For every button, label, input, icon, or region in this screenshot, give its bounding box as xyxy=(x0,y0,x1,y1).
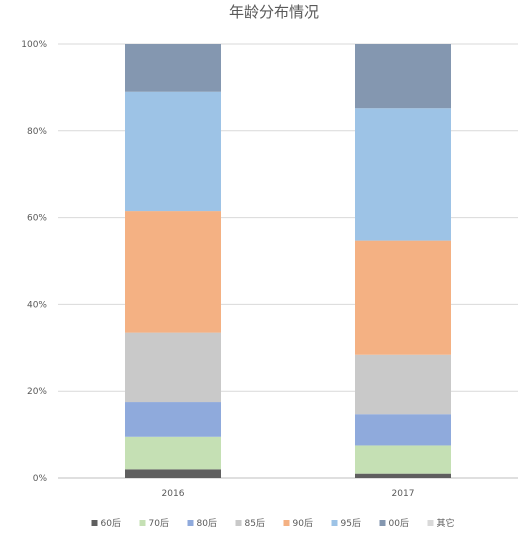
bar-segment xyxy=(125,436,221,470)
legend-label: 70后 xyxy=(149,518,169,529)
legend-swatch xyxy=(379,520,386,526)
y-axis-ticks: 0% 20% 40% 60% 80% 100% xyxy=(21,40,47,484)
bar-segment xyxy=(355,414,451,446)
y-tick-label: 80% xyxy=(27,127,47,137)
legend-label: 其它 xyxy=(437,517,455,529)
legend-label: 60后 xyxy=(101,518,121,529)
legend-label: 95后 xyxy=(341,518,361,529)
legend-swatch xyxy=(427,520,434,526)
legend-item: 85后 xyxy=(235,518,265,529)
y-tick-label: 20% xyxy=(27,387,47,397)
y-tick-label: 60% xyxy=(27,214,47,224)
x-axis-ticks: 2016 2017 xyxy=(162,489,415,499)
legend-swatch xyxy=(235,520,242,526)
legend-label: 00后 xyxy=(389,518,409,529)
legend-label: 85后 xyxy=(245,518,265,529)
legend: 60后 70后 80后 85后 90后 95后 00后 其它 xyxy=(91,517,455,529)
bar-segment xyxy=(125,469,221,478)
y-tick-label: 40% xyxy=(27,300,47,310)
bar-segment xyxy=(125,332,221,403)
legend-swatch xyxy=(283,520,290,526)
bar-segment xyxy=(355,445,451,474)
bar-segment xyxy=(355,44,451,109)
x-tick-label: 2016 xyxy=(162,489,185,499)
legend-swatch xyxy=(331,520,338,526)
legend-swatch xyxy=(187,520,194,526)
legend-item: 70后 xyxy=(139,518,169,529)
chart-title: 年龄分布情况 xyxy=(229,3,319,21)
legend-label: 80后 xyxy=(197,518,217,529)
y-tick-label: 0% xyxy=(33,474,48,484)
legend-item: 90后 xyxy=(283,518,313,529)
x-tick-label: 2017 xyxy=(392,489,415,499)
legend-item: 60后 xyxy=(91,518,121,529)
legend-swatch xyxy=(91,520,98,526)
bar-segment xyxy=(125,44,221,92)
bar-segment xyxy=(125,211,221,333)
bar-segment xyxy=(355,240,451,355)
bar-segment xyxy=(125,402,221,437)
legend-label: 90后 xyxy=(293,518,313,529)
bar-segment xyxy=(355,108,451,241)
legend-item: 95后 xyxy=(331,518,361,529)
y-tick-label: 100% xyxy=(21,40,47,50)
bar-segment xyxy=(355,473,451,478)
legend-item: 其它 xyxy=(427,517,455,529)
legend-swatch xyxy=(139,520,146,526)
bar-segment xyxy=(125,91,221,212)
legend-item: 00后 xyxy=(379,518,409,529)
legend-item: 80后 xyxy=(187,518,217,529)
bar-segment xyxy=(355,354,451,415)
bars xyxy=(125,44,451,478)
